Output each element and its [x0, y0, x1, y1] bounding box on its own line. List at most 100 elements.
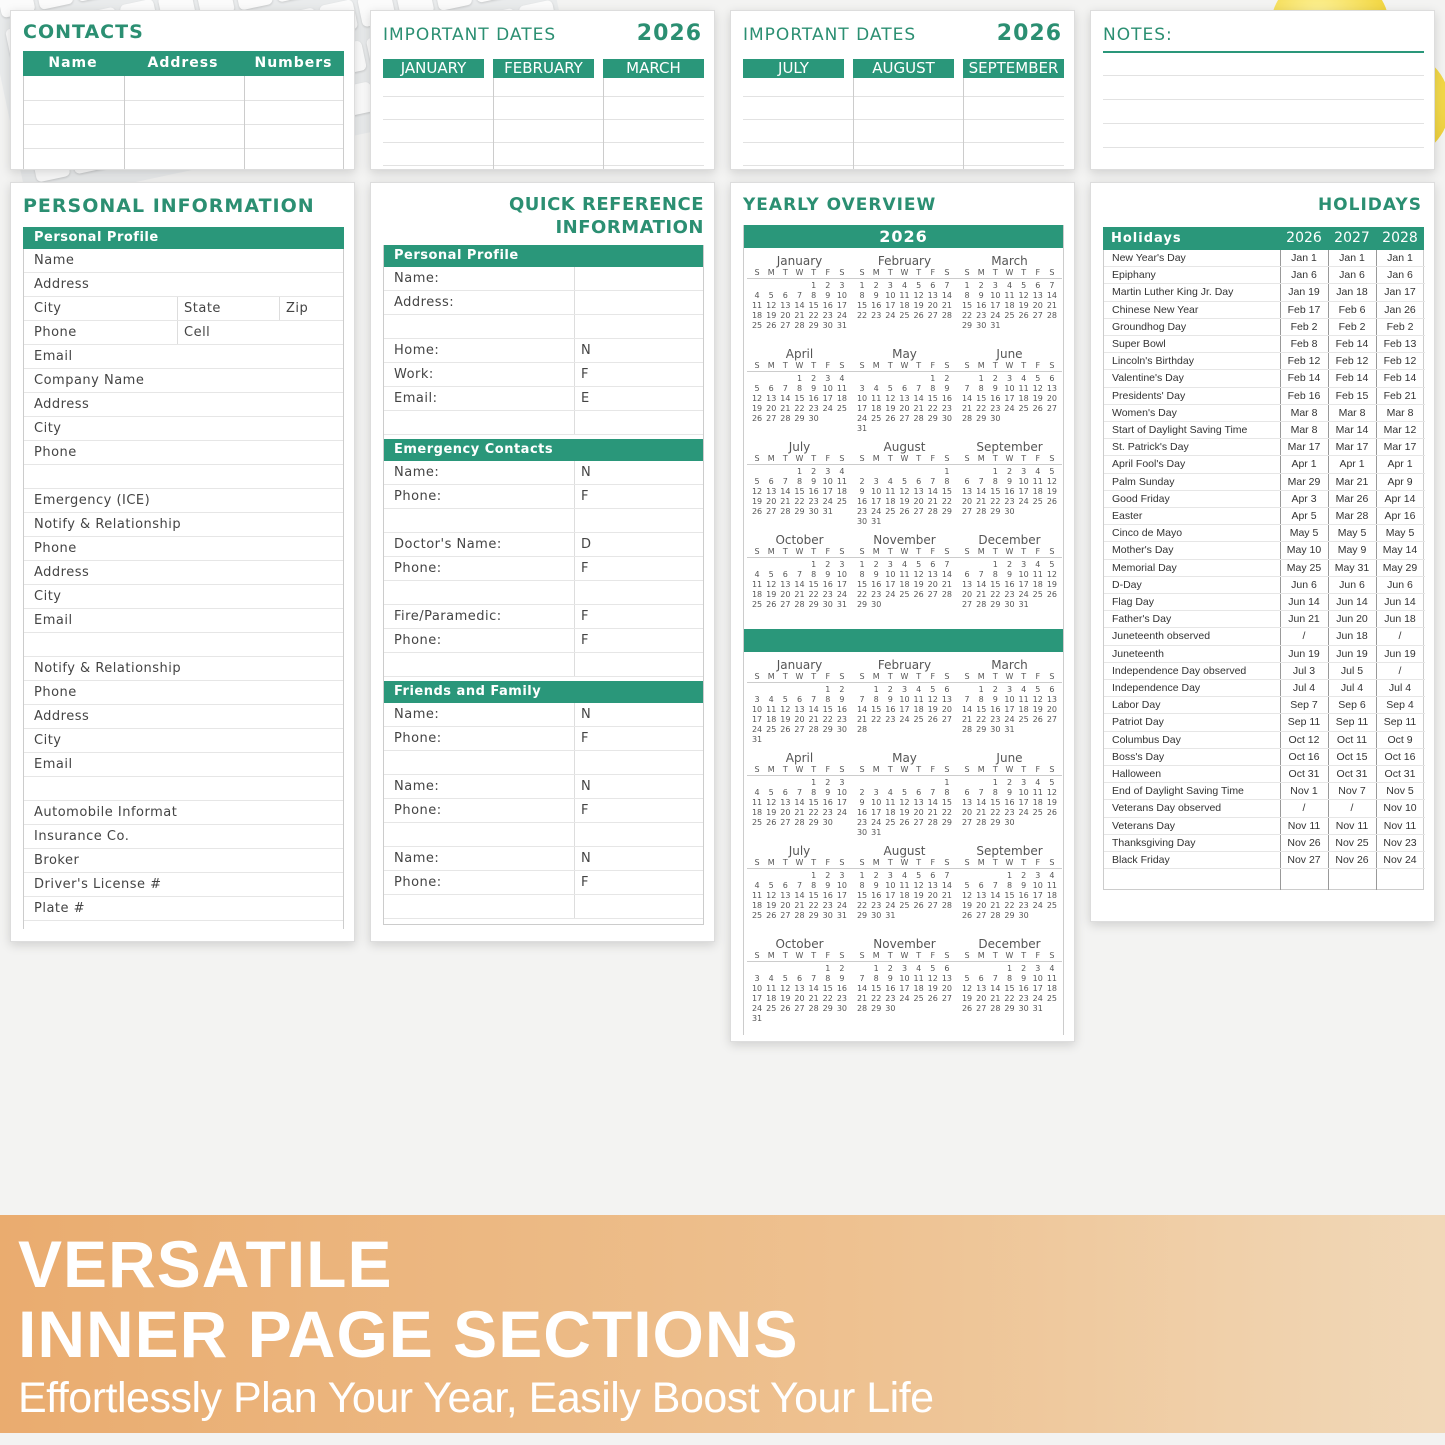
calendar-day[interactable]: 17: [856, 404, 868, 413]
calendar-day[interactable]: 10: [822, 384, 833, 393]
form-row[interactable]: Plate #: [24, 897, 343, 921]
calendar-day[interactable]: 17: [1018, 487, 1029, 496]
calendar-day[interactable]: 10: [751, 705, 763, 714]
calendar-day[interactable]: 5: [754, 384, 760, 393]
calendar-day[interactable]: 2: [825, 560, 831, 569]
calendar-day[interactable]: 9: [825, 291, 831, 300]
calendar-day[interactable]: 22: [990, 808, 1001, 817]
calendar-day[interactable]: 3: [1035, 964, 1041, 973]
form-row[interactable]: Phone: F: [384, 557, 703, 581]
form-row[interactable]: Name: N: [384, 703, 703, 727]
calendar-day[interactable]: 28: [808, 725, 819, 734]
calendar-day[interactable]: 11: [899, 291, 910, 300]
calendar-day[interactable]: 2: [1006, 467, 1013, 476]
calendar-day[interactable]: 1: [1006, 964, 1013, 973]
calendar-day[interactable]: 1: [811, 281, 817, 290]
calendar-day[interactable]: 4: [1035, 778, 1041, 787]
calendar-day[interactable]: 1: [873, 964, 879, 973]
calendar-day[interactable]: 16: [822, 891, 833, 900]
calendar-day[interactable]: 20: [961, 808, 973, 817]
calendar-day[interactable]: 24: [836, 311, 848, 320]
calendar-day[interactable]: 14: [794, 301, 805, 310]
calendar-day[interactable]: 8: [873, 695, 879, 704]
calendar-day[interactable]: 7: [796, 788, 803, 797]
calendar-day[interactable]: 23: [822, 901, 833, 910]
calendar-day[interactable]: 17: [1032, 891, 1043, 900]
calendar-day[interactable]: 3: [992, 281, 998, 290]
calendar-day[interactable]: 3: [901, 964, 908, 973]
calendar-day[interactable]: 6: [916, 477, 922, 486]
calendar-day[interactable]: 31: [856, 424, 868, 433]
form-row[interactable]: City State Zip: [24, 297, 343, 321]
form-row[interactable]: [384, 411, 703, 435]
calendar-day[interactable]: 24: [885, 590, 896, 599]
calendar-day[interactable]: 25: [899, 311, 910, 320]
calendar-day[interactable]: 6: [782, 788, 788, 797]
calendar-day[interactable]: 29: [927, 414, 938, 423]
calendar-day[interactable]: 8: [859, 881, 865, 890]
form-row[interactable]: Phone: F: [384, 871, 703, 895]
form-row[interactable]: Company Name: [24, 369, 343, 393]
calendar-day[interactable]: 25: [1004, 311, 1015, 320]
calendar-day[interactable]: 20: [927, 891, 938, 900]
calendar-day[interactable]: 1: [811, 778, 817, 787]
calendar-day[interactable]: 18: [1018, 705, 1029, 714]
calendar-day[interactable]: 18: [1004, 301, 1015, 310]
calendar-day[interactable]: 7: [859, 695, 865, 704]
calendar-day[interactable]: 12: [1032, 695, 1043, 704]
calendar-day[interactable]: 24: [885, 901, 896, 910]
calendar-day[interactable]: 13: [976, 891, 987, 900]
calendar-day[interactable]: 27: [1032, 311, 1043, 320]
calendar-day[interactable]: 17: [885, 301, 896, 310]
calendar-day[interactable]: 3: [825, 467, 831, 476]
calendar-day[interactable]: 30: [885, 1004, 896, 1013]
calendar-day[interactable]: 28: [856, 1004, 868, 1013]
form-row[interactable]: Driver's License #: [24, 873, 343, 897]
calendar-day[interactable]: 16: [990, 394, 1001, 403]
calendar-day[interactable]: 29: [856, 600, 868, 609]
calendar-day[interactable]: 16: [871, 580, 882, 589]
calendar-day[interactable]: 3: [1035, 871, 1041, 880]
calendar-day[interactable]: 12: [1018, 291, 1029, 300]
calendar-day[interactable]: 15: [871, 984, 882, 993]
calendar-day[interactable]: 24: [1004, 715, 1015, 724]
calendar-day[interactable]: 8: [873, 974, 879, 983]
calendar-day[interactable]: 8: [811, 570, 817, 579]
calendar-day[interactable]: 3: [1021, 560, 1027, 569]
calendar-day[interactable]: 12: [899, 487, 910, 496]
calendar-day[interactable]: 25: [751, 911, 763, 920]
calendar-day[interactable]: 25: [1046, 994, 1058, 1003]
calendar-day[interactable]: 4: [887, 788, 893, 797]
calendar-day[interactable]: 1: [1006, 871, 1013, 880]
form-row[interactable]: Phone: F: [384, 629, 703, 653]
calendar-day[interactable]: 14: [927, 798, 938, 807]
calendar-day[interactable]: 25: [871, 414, 882, 423]
calendar-day[interactable]: 13: [941, 695, 953, 704]
calendar-day[interactable]: 17: [1004, 394, 1015, 403]
calendar-day[interactable]: 2: [992, 685, 998, 694]
calendar-day[interactable]: 6: [796, 695, 803, 704]
calendar-day[interactable]: 6: [930, 281, 936, 290]
calendar-day[interactable]: 30: [822, 818, 833, 827]
calendar-day[interactable]: 7: [1049, 281, 1055, 290]
calendar-day[interactable]: 19: [1018, 301, 1029, 310]
calendar-day[interactable]: 9: [825, 788, 831, 797]
calendar-day[interactable]: 17: [885, 891, 896, 900]
calendar-day[interactable]: 26: [780, 1004, 791, 1013]
calendar-day[interactable]: 19: [1032, 394, 1043, 403]
form-row[interactable]: Phone: F: [384, 485, 703, 509]
calendar-day[interactable]: 28: [941, 311, 953, 320]
calendar-day[interactable]: 10: [751, 984, 763, 993]
calendar-day[interactable]: 11: [751, 580, 763, 589]
calendar-day[interactable]: 8: [964, 291, 970, 300]
calendar-day[interactable]: 25: [899, 901, 910, 910]
calendar-day[interactable]: 14: [856, 984, 868, 993]
calendar-day[interactable]: 14: [808, 705, 819, 714]
calendar-day[interactable]: 9: [839, 974, 845, 983]
calendar-day[interactable]: 9: [1021, 881, 1027, 890]
calendar-day[interactable]: 15: [856, 891, 868, 900]
calendar-day[interactable]: 19: [913, 580, 924, 589]
calendar-day[interactable]: 17: [751, 715, 763, 724]
calendar-day[interactable]: 22: [927, 404, 938, 413]
calendar-day[interactable]: 29: [808, 911, 819, 920]
